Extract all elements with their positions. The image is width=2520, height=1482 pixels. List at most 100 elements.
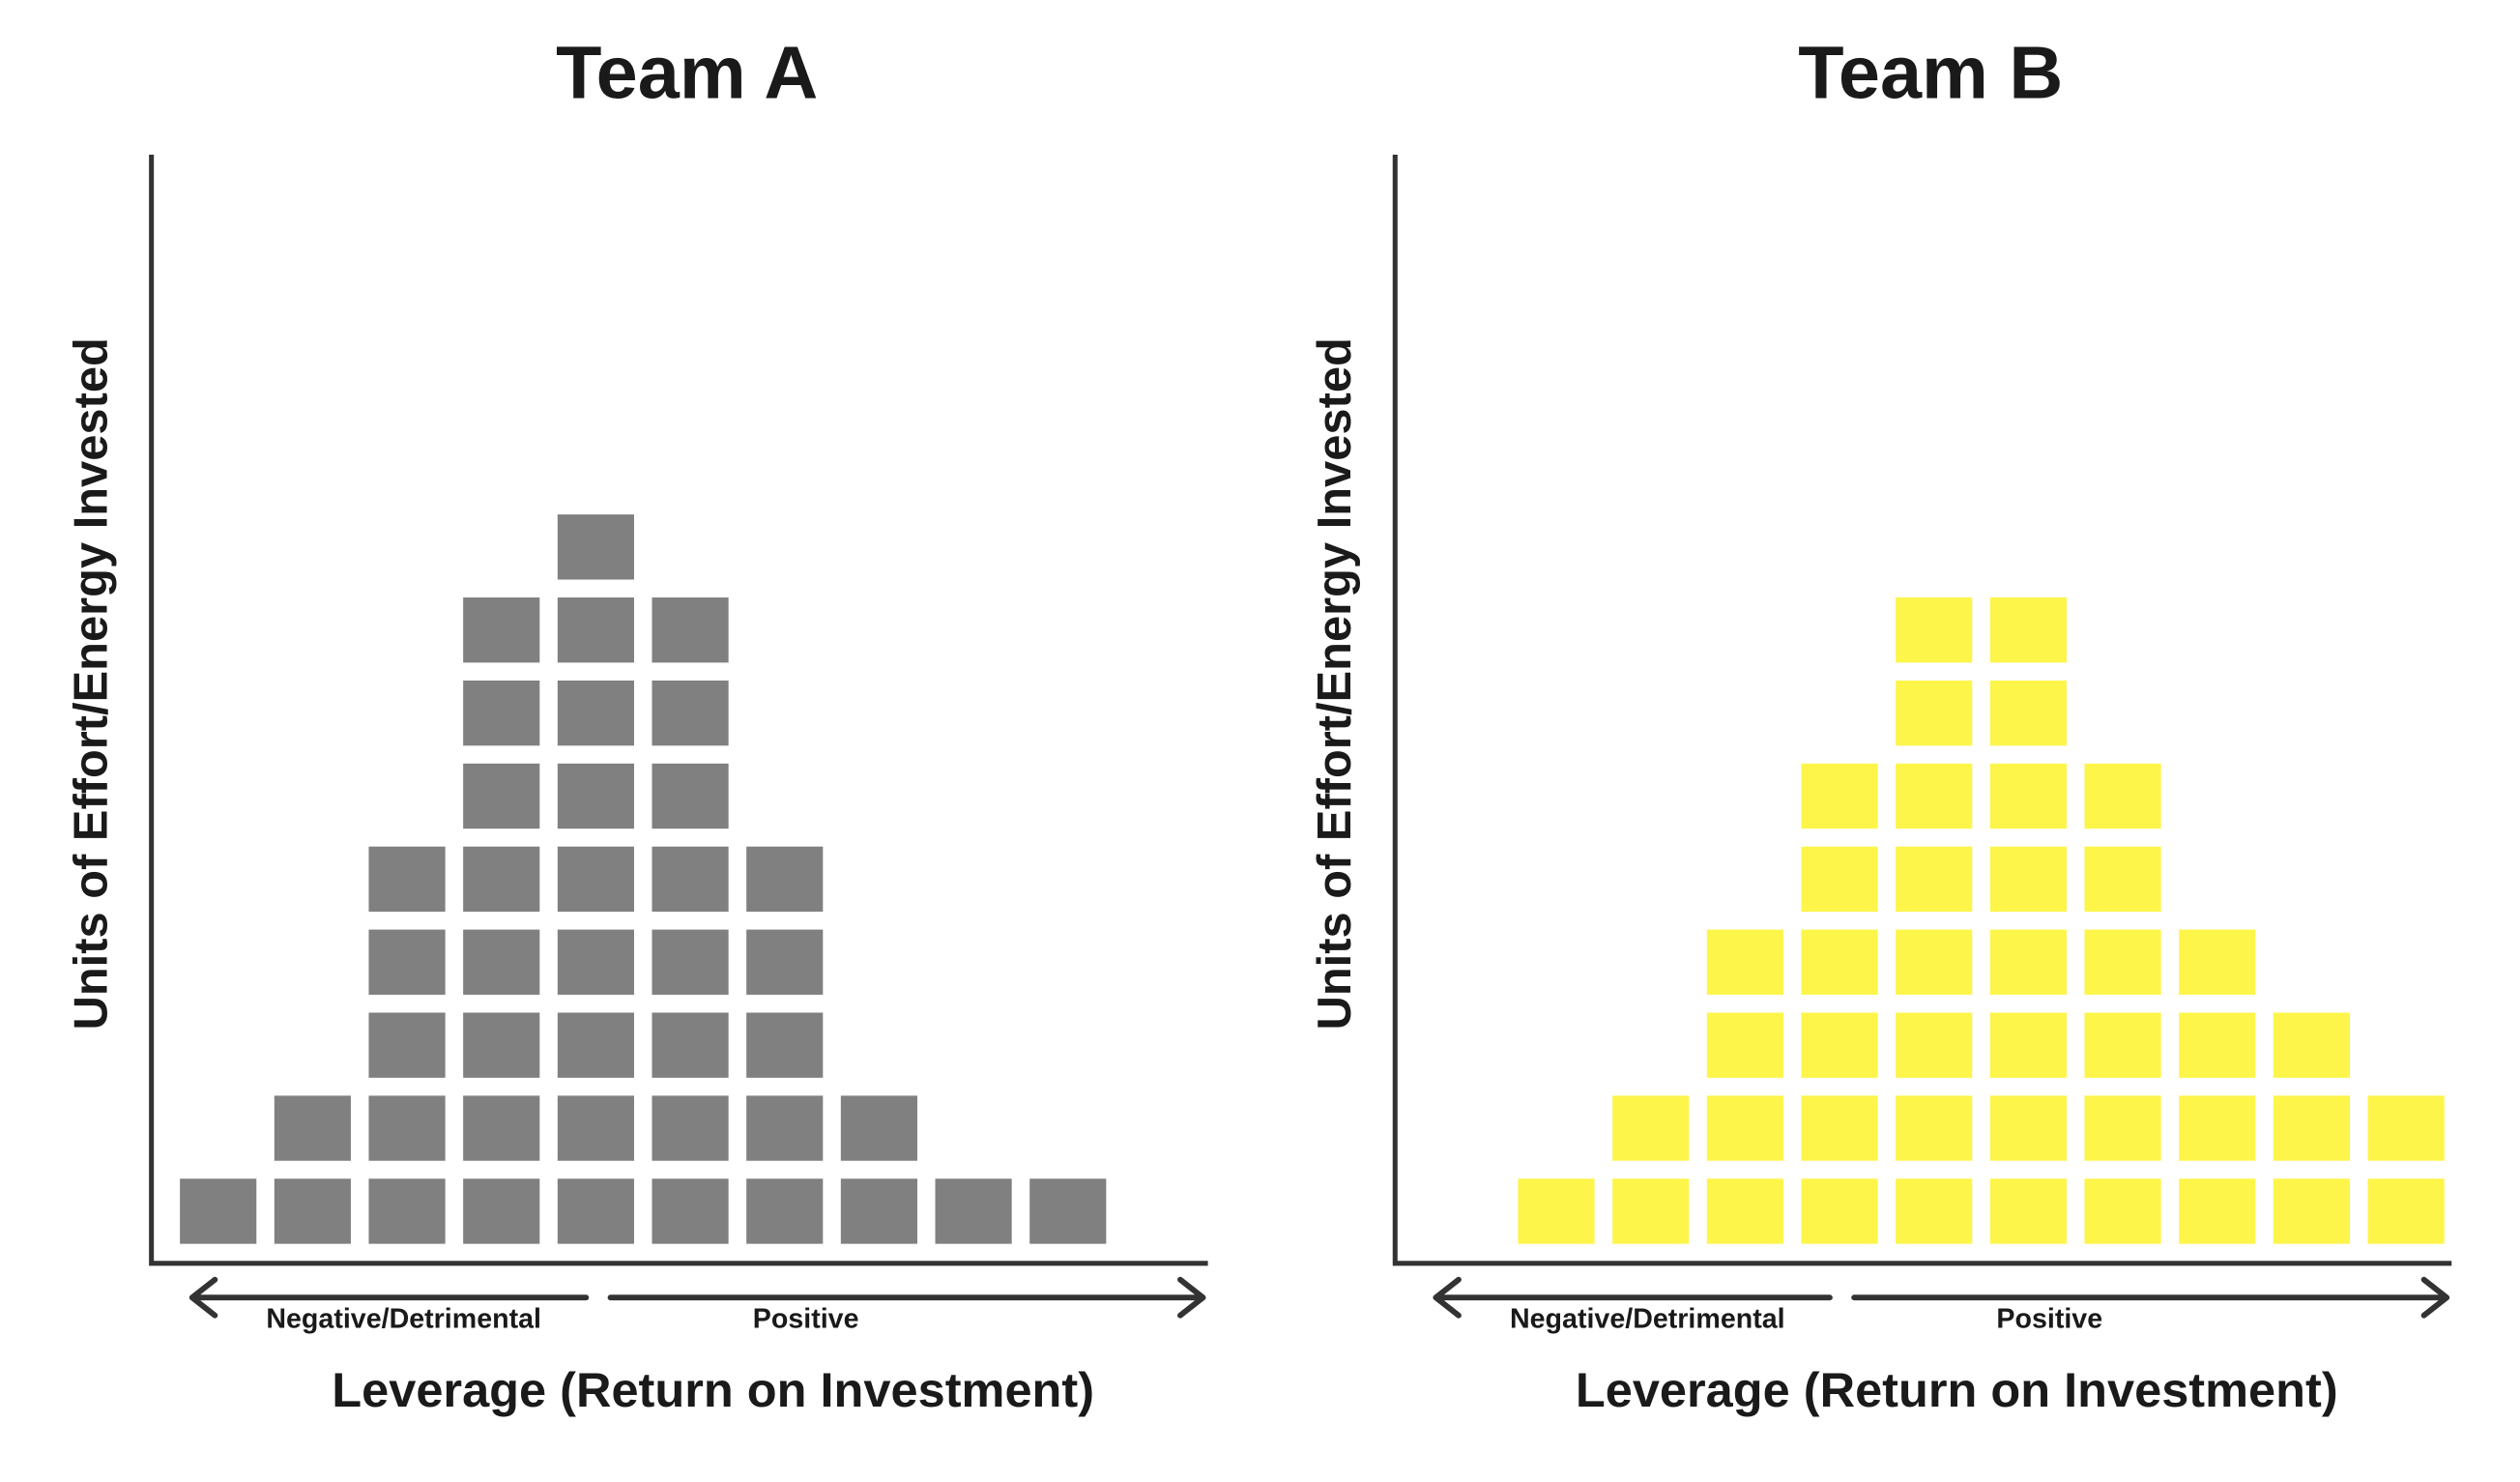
unit-square (652, 1095, 729, 1161)
x-axis-label: Leverage (Return on Investment) (1576, 1362, 2338, 1417)
unit-square (1989, 1178, 2067, 1244)
unit-column (2367, 1095, 2445, 1244)
unit-square (746, 846, 824, 913)
unit-square (1989, 680, 2067, 746)
unit-column (463, 597, 540, 1244)
unit-square (1518, 1178, 1595, 1244)
unit-square (557, 1095, 634, 1161)
y-axis-label: Units of Effort/Energy Invested (1309, 337, 1361, 1030)
unit-column (935, 1178, 1012, 1244)
unit-square (2179, 929, 2256, 995)
unit-square (180, 1178, 257, 1244)
unit-square (463, 1012, 540, 1078)
unit-column (1029, 1178, 1107, 1244)
unit-square (557, 514, 634, 580)
unit-square (2179, 1095, 2256, 1161)
unit-square (2084, 1012, 2161, 1078)
unit-square (557, 1012, 634, 1078)
unit-square (1896, 680, 1973, 746)
unit-column (180, 1178, 257, 1244)
x-right-label: Positive (753, 1303, 859, 1334)
unit-square (1801, 1178, 1878, 1244)
x-left-label: Negative/Detrimental (1510, 1303, 1785, 1334)
unit-square (1896, 929, 1973, 995)
unit-square (368, 929, 446, 995)
unit-column (746, 846, 824, 1244)
left-arrow (188, 1276, 590, 1319)
unit-square (463, 763, 540, 829)
unit-square (1896, 1012, 1973, 1078)
unit-square (368, 1012, 446, 1078)
unit-square (1989, 763, 2067, 829)
unit-square (1896, 597, 1973, 663)
unit-column (557, 514, 634, 1244)
unit-column (1896, 597, 1973, 1244)
chart-title: Team B (1798, 31, 2063, 114)
unit-square (935, 1178, 1012, 1244)
unit-square (557, 929, 634, 995)
unit-square (2273, 1178, 2350, 1244)
unit-square (1989, 1095, 2067, 1161)
unit-square (1989, 1012, 2067, 1078)
unit-square (1801, 763, 1878, 829)
unit-column (652, 597, 729, 1244)
unit-column (1706, 929, 1783, 1244)
unit-square (463, 846, 540, 913)
axes (1392, 154, 2452, 1266)
unit-square (1706, 1012, 1783, 1078)
unit-square (2367, 1095, 2445, 1161)
unit-square (1896, 763, 1973, 829)
unit-square (368, 1178, 446, 1244)
unit-square (557, 763, 634, 829)
unit-square (2084, 1095, 2161, 1161)
unit-square (1706, 929, 1783, 995)
unit-square (368, 846, 446, 913)
unit-square (463, 929, 540, 995)
unit-column (2084, 763, 2161, 1244)
unit-square (1029, 1178, 1107, 1244)
unit-column (840, 1095, 918, 1244)
unit-square (463, 680, 540, 746)
unit-square (274, 1178, 351, 1244)
unit-square (1801, 1012, 1878, 1078)
x-left-label: Negative/Detrimental (266, 1303, 541, 1334)
unit-square (746, 1012, 824, 1078)
unit-square (2179, 1012, 2256, 1078)
unit-square (840, 1095, 918, 1161)
unit-square (2084, 929, 2161, 995)
unit-column (1801, 763, 1878, 1244)
unit-square (1989, 846, 2067, 913)
unit-column (1612, 1095, 1690, 1244)
unit-square (2179, 1178, 2256, 1244)
unit-column (368, 846, 446, 1244)
unit-square (463, 1095, 540, 1161)
unit-square (1706, 1095, 1783, 1161)
unit-square (1801, 846, 1878, 913)
unit-square (557, 680, 634, 746)
unit-column (1518, 1178, 1595, 1244)
unit-square (1989, 597, 2067, 663)
unit-square (557, 1178, 634, 1244)
unit-square (1896, 846, 1973, 913)
unit-square (463, 1178, 540, 1244)
unit-square (2084, 1178, 2161, 1244)
right-arrow (607, 1276, 1206, 1319)
unit-square (1801, 1095, 1878, 1161)
right-arrow (1851, 1276, 2450, 1319)
unit-square (652, 1012, 729, 1078)
unit-square (652, 1178, 729, 1244)
unit-square (1612, 1095, 1690, 1161)
left-arrow (1433, 1276, 1833, 1319)
chart: Team B Units of Effort/Energy Invested Neg… (1309, 31, 2452, 1417)
y-axis-label: Units of Effort/Energy Invested (66, 337, 118, 1030)
unit-square (2367, 1178, 2445, 1244)
unit-column (1989, 597, 2067, 1244)
chart-title: Team A (556, 31, 818, 114)
unit-square (557, 846, 634, 913)
unit-square (1706, 1178, 1783, 1244)
unit-square (1801, 929, 1878, 995)
unit-square (652, 680, 729, 746)
unit-column (274, 1095, 351, 1244)
unit-square (368, 1095, 446, 1161)
